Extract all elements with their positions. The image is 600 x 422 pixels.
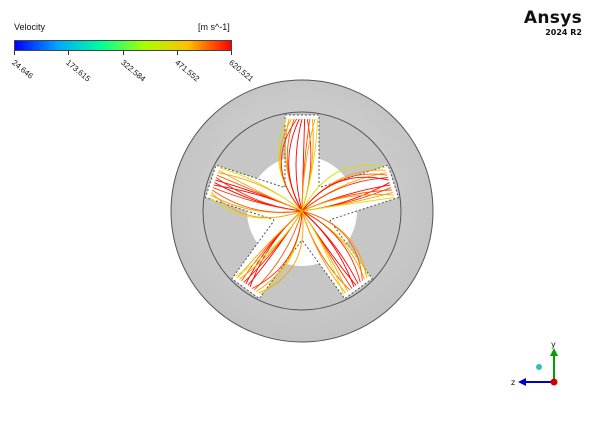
legend-tick	[177, 51, 178, 55]
axis-triad: y z	[511, 340, 558, 387]
streamline	[301, 118, 316, 212]
streamline	[211, 189, 303, 213]
origin-sphere-icon	[536, 364, 542, 370]
brand-version: 2024 R2	[545, 28, 582, 37]
streamline	[288, 118, 303, 212]
streamline	[301, 194, 394, 212]
streamline	[251, 210, 303, 289]
streamline	[301, 210, 344, 295]
y-axis-label: y	[551, 340, 556, 349]
x-axis-icon	[550, 378, 558, 386]
legend-tick	[231, 51, 232, 55]
streamline	[235, 210, 303, 277]
legend-title: Velocity	[14, 22, 46, 32]
streamline	[215, 177, 303, 212]
streamline	[258, 210, 304, 294]
streamline	[301, 210, 363, 281]
streamline	[301, 165, 385, 212]
streamline	[301, 196, 395, 212]
streamline	[301, 210, 355, 288]
legend-tick	[14, 51, 15, 55]
streamlines	[209, 118, 395, 295]
streamline	[218, 169, 303, 212]
streamline	[280, 118, 303, 212]
streamline	[301, 176, 389, 212]
brand-name: Ansys	[523, 8, 582, 28]
streamline	[301, 210, 361, 283]
legend-tick	[123, 51, 124, 55]
z-axis-label: z	[511, 378, 515, 387]
streamline	[301, 118, 319, 212]
legend-unit: [m s^-1]	[198, 22, 230, 32]
streamline	[219, 167, 303, 212]
velocity-color-bar	[14, 40, 232, 51]
streamline	[210, 192, 303, 219]
streamline	[295, 118, 303, 212]
legend-tick	[68, 51, 69, 55]
ansys-logo: Ansys 2024 R2	[524, 8, 582, 37]
